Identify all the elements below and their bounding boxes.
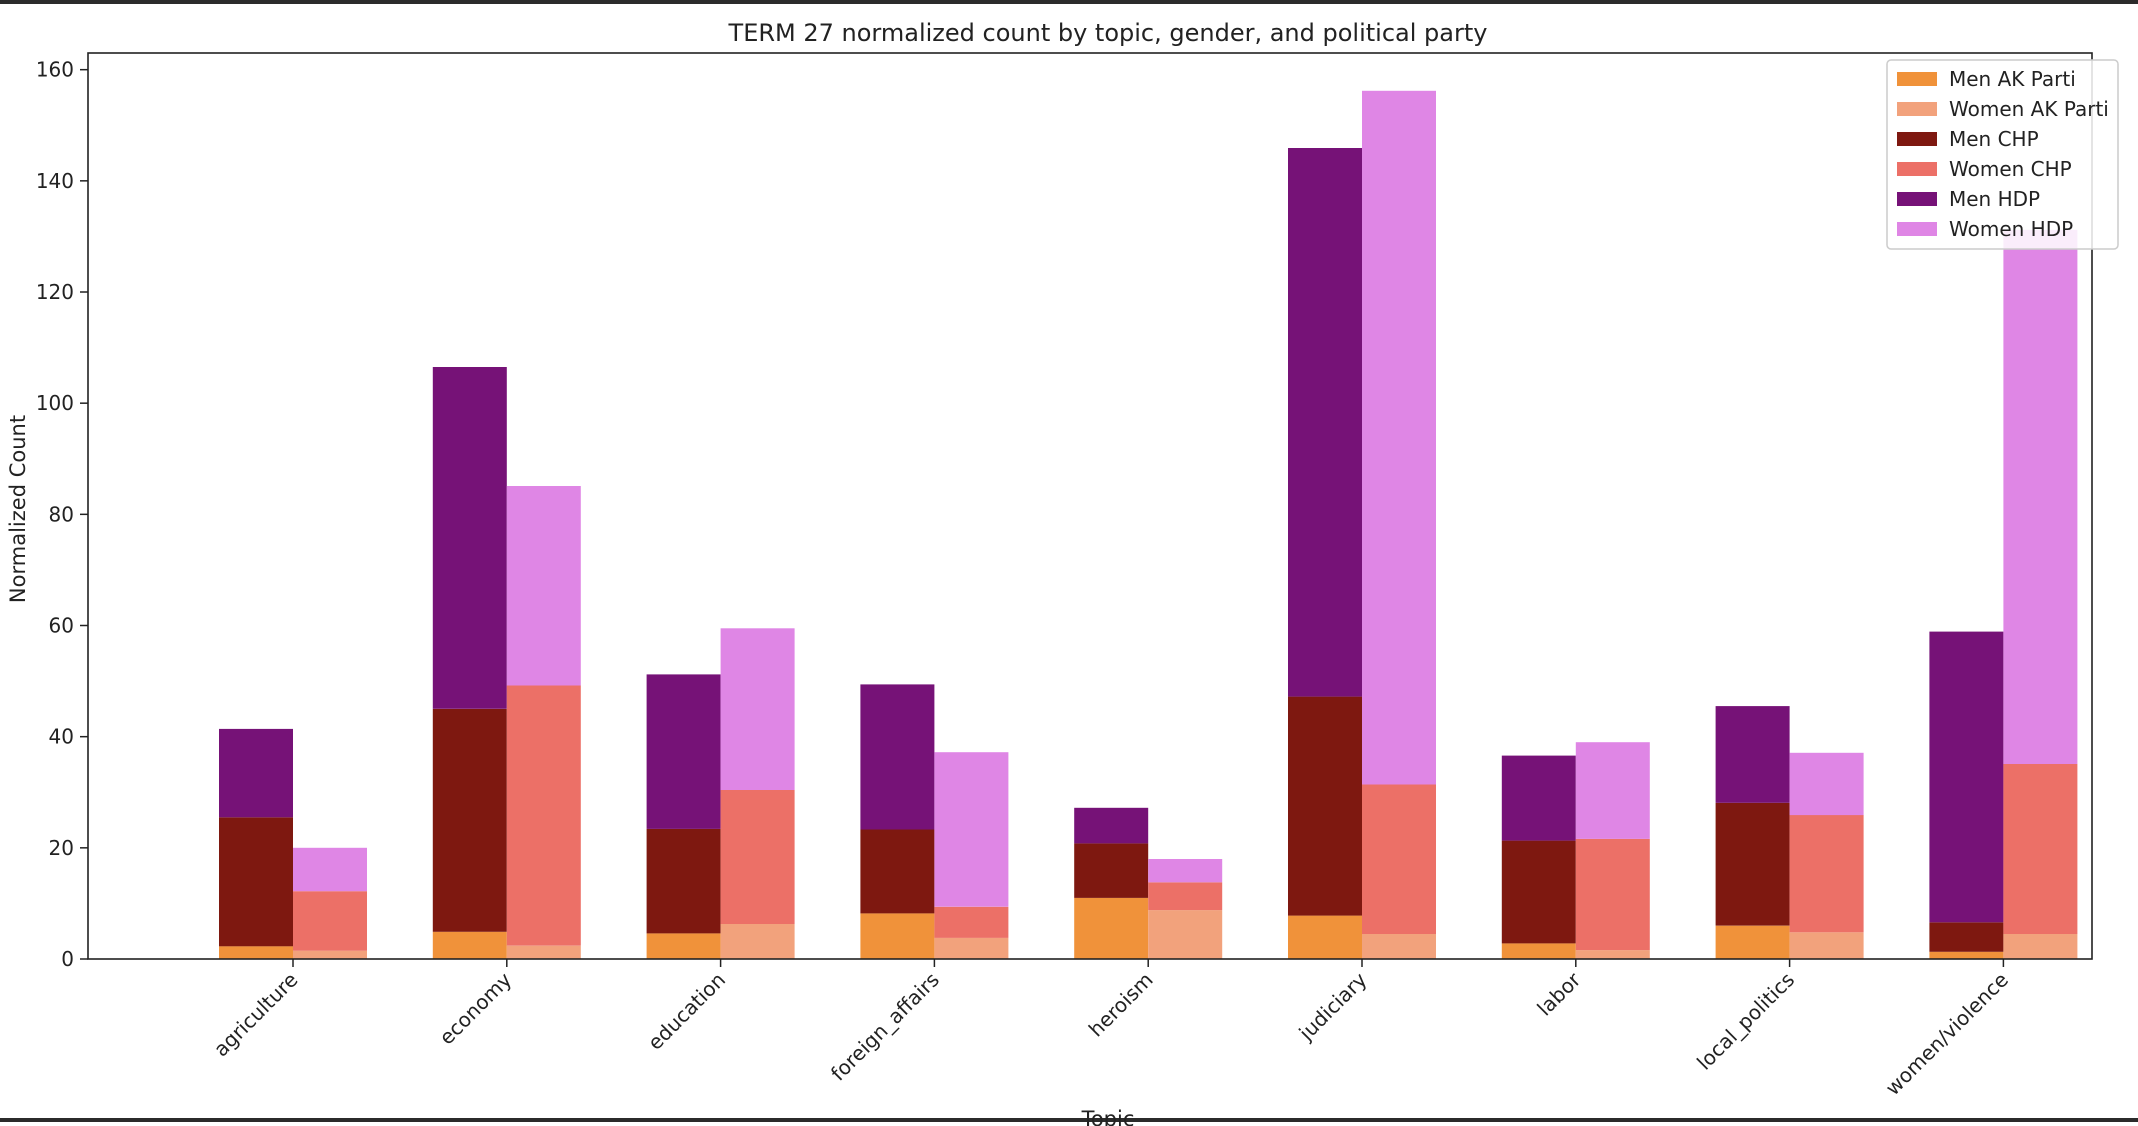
x-tick-label-labor: labor [1532, 967, 1586, 1021]
bar-women-chp-economy [506, 685, 581, 946]
legend-label-women-chp: Women CHP [1949, 157, 2072, 181]
bar-women-ak-parti-economy [506, 945, 581, 959]
bar-women-chp-agriculture [293, 891, 367, 951]
legend-swatch-men-ak-parti [1897, 72, 1937, 86]
legend-label-men-chp: Men CHP [1949, 127, 2039, 151]
legend-swatch-women-ak-parti [1897, 102, 1937, 116]
x-tick-label-local-politics: local_politics [1692, 968, 1799, 1075]
bar-women-ak-parti-foreign-affairs [934, 937, 1009, 959]
legend-swatch-women-hdp [1897, 222, 1937, 236]
bar-men-hdp-local-politics [1715, 706, 1790, 803]
bar-men-chp-economy [432, 708, 507, 932]
x-axis-label: Topic [1081, 1107, 1135, 1126]
chart: TERM 27 normalized count by topic, gende… [6, 19, 2119, 1126]
bar-men-ak-parti-women-violence [1929, 951, 2004, 959]
x-tick-label-foreign-affairs: foreign_affairs [826, 968, 944, 1086]
bar-women-ak-parti-women-violence [2003, 934, 2078, 959]
legend-label-men-hdp: Men HDP [1949, 187, 2040, 211]
bar-women-hdp-heroism [1148, 859, 1223, 883]
bar-women-ak-parti-judiciary [1362, 934, 1436, 959]
bar-women-hdp-women-violence [2003, 229, 2078, 765]
y-tick-label: 40 [49, 725, 74, 749]
bar-women-hdp-labor [1575, 742, 1650, 839]
legend-label-men-ak-parti: Men AK Parti [1949, 67, 2076, 91]
bar-men-hdp-education [646, 674, 721, 829]
y-tick-label: 100 [36, 391, 74, 415]
x-tick-label-economy: economy [434, 967, 516, 1049]
y-tick-label: 60 [49, 614, 74, 638]
bar-women-ak-parti-agriculture [293, 950, 367, 959]
bar-men-hdp-agriculture [219, 728, 293, 818]
y-tick-label: 20 [49, 836, 74, 860]
bar-men-ak-parti-economy [432, 931, 507, 959]
legend-label-women-hdp: Women HDP [1949, 217, 2073, 241]
bar-men-ak-parti-local-politics [1715, 925, 1790, 959]
bar-women-hdp-education [720, 628, 795, 790]
bar-men-chp-heroism [1074, 843, 1149, 898]
legend-swatch-women-chp [1897, 162, 1937, 176]
chart-title: TERM 27 normalized count by topic, gende… [728, 19, 1488, 47]
bar-women-hdp-agriculture [293, 847, 367, 892]
x-tick-label-judiciary: judiciary [1293, 967, 1371, 1045]
bar-men-chp-agriculture [219, 817, 293, 947]
bar-women-ak-parti-heroism [1148, 910, 1223, 959]
bar-women-hdp-foreign-affairs [934, 752, 1009, 907]
legend-label-women-ak-parti: Women AK Parti [1949, 97, 2109, 121]
bar-women-ak-parti-labor [1575, 950, 1650, 959]
bar-men-chp-judiciary [1288, 696, 1362, 916]
legend-swatch-men-chp [1897, 132, 1937, 146]
bar-women-hdp-local-politics [1789, 752, 1864, 816]
bar-men-chp-education [646, 828, 721, 934]
y-tick-label: 120 [36, 280, 74, 304]
bar-women-chp-education [720, 790, 795, 924]
bar-men-chp-women-violence [1929, 922, 2004, 952]
y-tick-label: 140 [36, 169, 74, 193]
x-tick-label-education: education [643, 968, 730, 1055]
bar-men-hdp-women-violence [1929, 631, 2004, 923]
bar-men-ak-parti-heroism [1074, 897, 1149, 959]
bar-men-ak-parti-agriculture [219, 946, 293, 959]
bar-men-hdp-economy [432, 367, 507, 709]
bar-men-hdp-judiciary [1288, 148, 1362, 697]
x-tick-label-heroism: heroism [1084, 968, 1158, 1042]
y-tick-label: 80 [49, 502, 74, 526]
bar-men-hdp-foreign-affairs [860, 684, 935, 830]
bar-women-hdp-economy [506, 486, 581, 686]
bar-men-chp-foreign-affairs [860, 829, 935, 914]
bar-women-chp-labor [1575, 838, 1650, 951]
bar-women-chp-heroism [1148, 882, 1223, 911]
bar-women-chp-local-politics [1789, 815, 1864, 933]
legend: Men AK Parti Women AK Parti Men CHP Women C… [1886, 59, 2119, 250]
plot-frame [87, 52, 2093, 960]
bar-women-chp-judiciary [1362, 784, 1436, 934]
legend-box [1886, 59, 2119, 250]
y-tick-label: 160 [36, 58, 74, 82]
y-axis-label: Normalized Count [6, 415, 30, 603]
bar-men-hdp-heroism [1074, 807, 1149, 844]
bar-men-chp-labor [1501, 840, 1576, 944]
x-axis-ticks: agriculture economy education foreign_affai… [209, 959, 2013, 1100]
legend-swatch-men-hdp [1897, 192, 1937, 206]
bar-men-ak-parti-judiciary [1288, 915, 1362, 959]
y-tick-label: 0 [61, 947, 74, 971]
bar-men-ak-parti-education [646, 933, 721, 959]
x-tick-label-agriculture: agriculture [209, 968, 303, 1062]
y-axis-ticks: 0 20 40 60 80 100 120 140 160 [36, 58, 88, 971]
bar-women-ak-parti-local-politics [1789, 932, 1864, 959]
bar-men-hdp-labor [1501, 755, 1576, 841]
x-tick-label-women-violence: women/violence [1881, 968, 2013, 1100]
bar-men-chp-local-politics [1715, 802, 1790, 926]
bar-men-ak-parti-foreign-affairs [860, 913, 935, 959]
bar-women-chp-foreign-affairs [934, 906, 1009, 938]
bar-women-ak-parti-education [720, 924, 795, 959]
bar-women-hdp-judiciary [1362, 90, 1436, 785]
bar-women-chp-women-violence [2003, 763, 2078, 934]
bar-men-ak-parti-labor [1501, 943, 1576, 959]
bars-layer [219, 90, 2078, 959]
